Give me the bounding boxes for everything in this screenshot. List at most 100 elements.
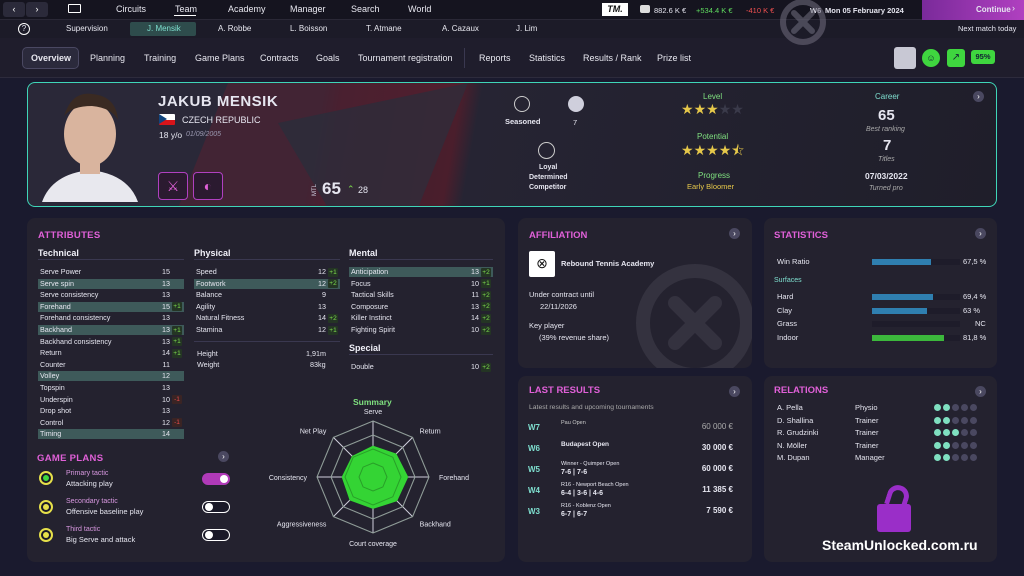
attribute-row[interactable]: Focus 10 +1 <box>349 279 493 289</box>
nav-circuits[interactable]: Circuits <box>116 4 147 14</box>
secondary-tactic-toggle[interactable] <box>202 501 230 513</box>
result-prize: 30 000 € <box>701 443 733 452</box>
attribute-value: 12 <box>318 278 326 288</box>
nav-manager[interactable]: Manager <box>290 4 326 14</box>
sub-player-cazaux[interactable]: A. Cazaux <box>442 24 479 33</box>
attribute-row[interactable]: Agility 13 <box>194 302 340 312</box>
mtl-value: 65 <box>322 179 341 198</box>
result-prize: 60 000 € <box>701 464 733 473</box>
academy-name: Rebound Tennis Academy <box>561 259 655 268</box>
sub-player-atmane[interactable]: T. Atmane <box>366 24 402 33</box>
attribute-row[interactable]: Drop shot 13 <box>38 406 184 416</box>
tab-contracts[interactable]: Contracts <box>260 53 299 63</box>
result-tournament[interactable]: Winner - Quimper Open <box>561 461 620 467</box>
attribute-row[interactable]: Forehand 15 +1 <box>38 301 184 312</box>
titles-label: Titles <box>878 156 895 163</box>
attribute-row[interactable]: Footwork 12 +2 <box>194 278 340 289</box>
sub-supervision[interactable]: Supervision <box>66 24 108 33</box>
attribute-delta: +2 <box>481 325 491 335</box>
racket-badge-2[interactable]: ◐ <box>193 172 223 200</box>
turned-pro-date: 07/03/2022 <box>865 171 908 181</box>
tab-planning[interactable]: Planning <box>90 53 126 63</box>
attribute-row[interactable]: Counter 11 <box>38 360 184 370</box>
statistics-arrow-button[interactable]: › <box>975 228 986 239</box>
tab-statistics[interactable]: Statistics <box>529 53 566 63</box>
attribute-row[interactable]: Topspin 13 <box>38 383 184 393</box>
attribute-row[interactable]: Backhand 13 +1 <box>38 325 184 335</box>
attribute-row[interactable]: Forehand consistency 13 <box>38 313 184 323</box>
attribute-row[interactable]: Anticipation 13 +2 <box>349 267 493 277</box>
attribute-row[interactable]: Natural Fitness 14 +2 <box>194 313 340 323</box>
relation-rating <box>934 441 982 450</box>
nav-world[interactable]: World <box>408 4 432 14</box>
result-tournament[interactable]: Budapest Open <box>561 441 610 448</box>
result-prize: 11 385 € <box>702 485 733 494</box>
attribute-row[interactable]: Stamina 12 +1 <box>194 325 340 335</box>
attribute-row[interactable]: Composure 13 +2 <box>349 302 493 312</box>
relation-name[interactable]: M. Dupan <box>777 453 810 462</box>
third-tactic-toggle[interactable] <box>202 529 230 541</box>
affiliation-arrow-button[interactable]: › <box>729 228 740 239</box>
profile-card <box>27 82 997 207</box>
relation-name[interactable]: A. Pella <box>777 403 803 412</box>
sub-player-boisson[interactable]: L. Boisson <box>290 24 328 33</box>
help-icon[interactable]: ? <box>18 23 30 35</box>
sub-player-robbe[interactable]: A. Robbe <box>218 24 252 33</box>
forward-button[interactable]: › <box>26 2 48 17</box>
player-country: CZECH REPUBLIC <box>182 115 261 125</box>
attribute-row[interactable]: Double 10 +2 <box>349 362 493 372</box>
nav-team[interactable]: Team <box>175 4 198 14</box>
attribute-row[interactable]: Return 14 +1 <box>38 348 184 358</box>
chevron-right-icon: › <box>1012 3 1015 13</box>
nav-academy[interactable]: Academy <box>228 4 266 14</box>
attribute-row[interactable]: Underspin 10 -1 <box>38 395 184 405</box>
tab-reports[interactable]: Reports <box>479 53 511 63</box>
result-tournament[interactable]: R16 - Newport Beach Open <box>561 482 629 488</box>
tab-tournament-registration[interactable]: Tournament registration <box>358 53 453 63</box>
secondary-tactic-tag: Secondary tactic <box>66 498 118 505</box>
result-tournament[interactable]: Pau Open <box>561 420 586 426</box>
tab-game-plans[interactable]: Game Plans <box>195 53 245 63</box>
career-arrow-button[interactable]: › <box>973 91 984 102</box>
game-plans-arrow-button[interactable]: › <box>218 451 229 462</box>
radar-inner-grid <box>344 448 402 506</box>
attribute-row[interactable]: Fighting Spirit 10 +2 <box>349 325 493 335</box>
relation-name[interactable]: D. Shallina <box>777 415 814 425</box>
attribute-row[interactable]: Tactical Skills 11 +2 <box>349 290 493 300</box>
money-expense: -410 K € <box>746 6 775 15</box>
tab-prize-list[interactable]: Prize list <box>657 53 692 63</box>
tab-goals[interactable]: Goals <box>316 53 340 63</box>
surface-bar <box>872 307 960 314</box>
logo: TM. <box>602 3 628 16</box>
attribute-row[interactable]: Speed 12 +1 <box>194 267 340 277</box>
tab-training[interactable]: Training <box>144 53 177 63</box>
attribute-row[interactable]: Killer Instinct 14 +2 <box>349 313 493 323</box>
weight-label: Weight <box>197 360 220 369</box>
result-tournament[interactable]: R16 - Koblenz Open <box>561 503 611 509</box>
sub-player-selected[interactable] <box>130 22 196 36</box>
sub-player-mensik[interactable]: J. Mensik <box>147 24 181 33</box>
sub-player-lim[interactable]: J. Lim <box>516 24 538 33</box>
racket-badge-1[interactable]: ⚔ <box>158 172 188 200</box>
attribute-row[interactable]: Backhand consistency 13 +1 <box>38 337 184 347</box>
last-results-arrow-button[interactable]: › <box>729 386 740 397</box>
relation-face-icon <box>952 404 959 411</box>
attribute-row[interactable]: Serve consistency 13 <box>38 290 184 300</box>
attribute-row[interactable]: Control 12 -1 <box>38 418 184 428</box>
attribute-row[interactable]: Volley 12 <box>38 371 184 382</box>
relations-arrow-button[interactable]: › <box>975 386 986 397</box>
attribute-row[interactable]: Timing 14 <box>38 429 184 440</box>
result-score: 6-7 | 6-7 <box>561 511 588 518</box>
nav-search[interactable]: Search <box>351 4 380 14</box>
primary-tactic-toggle[interactable] <box>202 473 230 485</box>
attribute-row[interactable]: Serve spin 13 <box>38 278 184 289</box>
relation-name[interactable]: R. Grudzinki <box>777 428 819 437</box>
relation-name[interactable]: N. Möller <box>777 440 808 450</box>
attribute-row[interactable]: Serve Power 15 <box>38 267 184 277</box>
mail-icon[interactable] <box>68 4 81 13</box>
continue-button[interactable]: Continue › <box>922 0 1024 20</box>
tab-results-rank[interactable]: Results / Rank <box>583 53 642 63</box>
tab-overview[interactable]: Overview <box>31 53 72 63</box>
attribute-row[interactable]: Balance 9 <box>194 290 340 300</box>
back-button[interactable]: ‹ <box>3 2 25 17</box>
